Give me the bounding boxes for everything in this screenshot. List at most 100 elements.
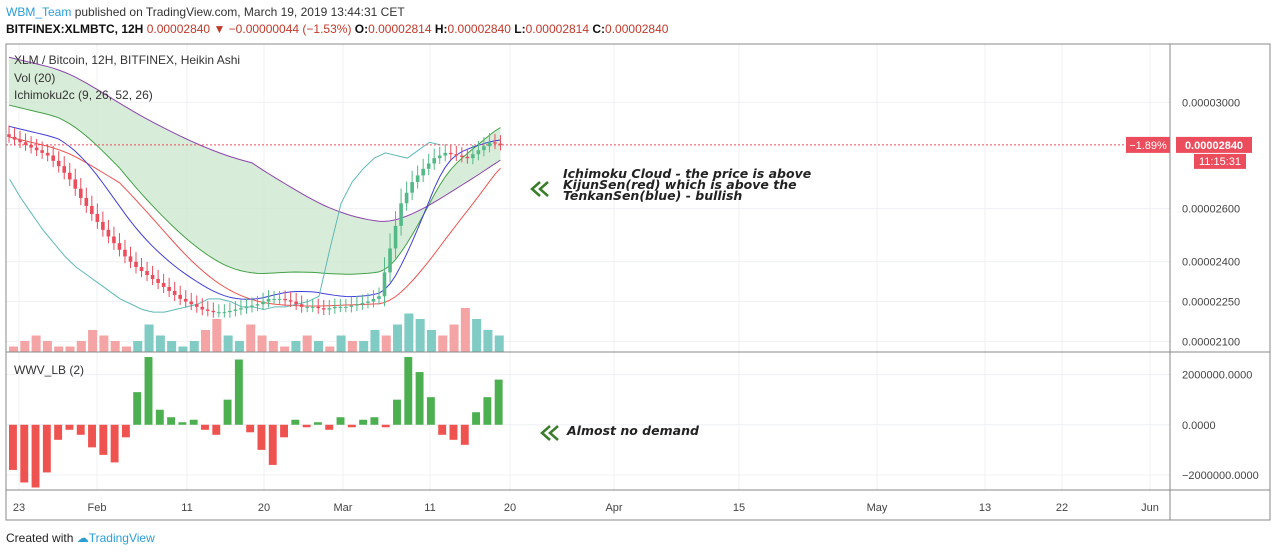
wwv-bar <box>144 357 153 425</box>
ha-candle <box>460 155 464 157</box>
ha-candle <box>250 305 254 307</box>
tenkan-sen-line <box>8 125 501 300</box>
ha-candle <box>244 306 249 309</box>
volume-bar <box>110 341 120 352</box>
chikou-span-line <box>9 141 441 313</box>
chevron-left-icon <box>548 425 559 441</box>
volume-bar <box>223 335 233 352</box>
wwv-bar <box>460 424 469 445</box>
ha-candle <box>18 139 22 143</box>
cloud-annotation-line-3: TenkanSen(blue) - bullish <box>563 188 743 203</box>
ha-candle <box>283 298 287 301</box>
countdown-label: 11:15:31 <box>1199 156 1241 168</box>
wwv-tick-label: 2000000.0000 <box>1182 370 1252 382</box>
created-with-label: Created with <box>6 531 74 545</box>
ha-candle <box>156 278 160 283</box>
wwv-tick-label: −2000000.0000 <box>1182 470 1259 482</box>
time-tick-label: Mar <box>334 502 353 514</box>
volume-bar <box>144 324 154 352</box>
wwv-bars <box>9 357 503 488</box>
ha-candle <box>421 168 425 176</box>
author-link[interactable]: WBM_Team <box>6 5 72 19</box>
ha-candle <box>476 150 481 155</box>
wwv-legend[interactable]: WWV_LB (2) <box>14 363 85 377</box>
volume-bar <box>76 341 86 352</box>
last-price-label: 0.00002840 <box>1185 140 1243 152</box>
ha-candle <box>161 282 166 287</box>
chevron-left-icon <box>530 181 541 197</box>
ha-candle <box>393 225 398 249</box>
volume-bar <box>54 346 64 352</box>
chart-title[interactable]: XLM / Bitcoin, 12H, BITFINEX, Heikin Ash… <box>14 53 241 67</box>
ha-candle <box>410 182 414 193</box>
volume-bar <box>268 341 278 352</box>
tradingview-logo-icon[interactable]: ☁ <box>76 531 89 545</box>
wwv-bar <box>189 419 198 425</box>
volume-bar <box>336 335 346 352</box>
volume-bar <box>291 341 301 352</box>
ha-candle <box>189 301 194 305</box>
wwv-bar <box>426 397 435 425</box>
wwv-bar <box>42 424 51 473</box>
wwv-bar <box>438 424 447 435</box>
down-arrow-icon: ▼ <box>213 22 226 36</box>
wwv-bar <box>155 409 164 425</box>
volume-bar <box>325 346 335 352</box>
price-tick-label: 0.00002400 <box>1182 257 1240 269</box>
time-tick-label: Feb <box>88 502 107 514</box>
volume-bar <box>404 313 414 352</box>
ha-candle <box>51 155 55 161</box>
wwv-bar <box>415 372 424 425</box>
ha-candle <box>106 229 111 237</box>
low-value: 0.00002814 <box>525 22 590 36</box>
ha-candle <box>404 192 409 204</box>
pct-change-box <box>1126 136 1170 153</box>
ha-candle <box>145 271 149 275</box>
volume-bar <box>99 335 109 352</box>
volume-bar <box>121 346 131 352</box>
low-label: L: <box>514 22 526 36</box>
wwv-bar <box>223 399 232 425</box>
volume-bar <box>31 335 41 352</box>
chart-header: WBM_Team published on TradingView.com, M… <box>0 0 1274 44</box>
volume-bar <box>359 341 369 352</box>
ichimoku-legend[interactable]: Ichimoku2c (9, 26, 52, 26) <box>14 88 153 102</box>
volume-bar <box>381 335 391 352</box>
senkou-span-b-line <box>8 56 501 222</box>
ha-candle <box>465 156 470 159</box>
publish-text: published on TradingView.com, March 19, … <box>74 5 405 19</box>
ha-candle <box>338 306 343 308</box>
ha-candle <box>84 198 89 206</box>
tradingview-brand[interactable]: TradingView <box>88 531 155 545</box>
ha-candle <box>371 298 376 302</box>
wwv-bar <box>212 424 221 435</box>
footer: Created with ☁TradingView <box>6 531 155 545</box>
ichimoku-lines <box>6 125 1170 313</box>
vol-legend[interactable]: Vol (20) <box>14 71 56 85</box>
heikin-ashi-candles <box>7 125 503 318</box>
countdown-box <box>1194 153 1246 169</box>
wwv-bar <box>336 417 345 425</box>
last-price-box <box>1176 136 1252 153</box>
volume-bar <box>133 341 143 352</box>
time-tick-label: 15 <box>733 502 745 514</box>
volume-bar <box>415 319 425 352</box>
volume-bar <box>472 319 482 352</box>
volume-bar <box>393 324 403 352</box>
ha-candle <box>150 275 155 279</box>
volume-bar <box>88 330 98 352</box>
ha-candle <box>172 290 177 295</box>
time-tick-label: May <box>867 502 888 514</box>
price-change: −0.00000044 (−1.53%) <box>228 22 352 36</box>
time-tick-label: 11 <box>424 502 435 514</box>
publish-line: WBM_Team published on TradingView.com, M… <box>6 5 405 19</box>
ohlc-line: BITFINEX:XLMBTC, 12H 0.00002840 ▼ −0.000… <box>6 22 668 36</box>
ha-candle <box>277 298 282 300</box>
volume-bar <box>257 335 267 352</box>
ha-candle <box>437 155 442 159</box>
ha-candle <box>123 249 127 257</box>
chart-frame <box>5 43 1271 521</box>
volume-bar <box>370 330 380 352</box>
ha-candle <box>183 298 188 302</box>
